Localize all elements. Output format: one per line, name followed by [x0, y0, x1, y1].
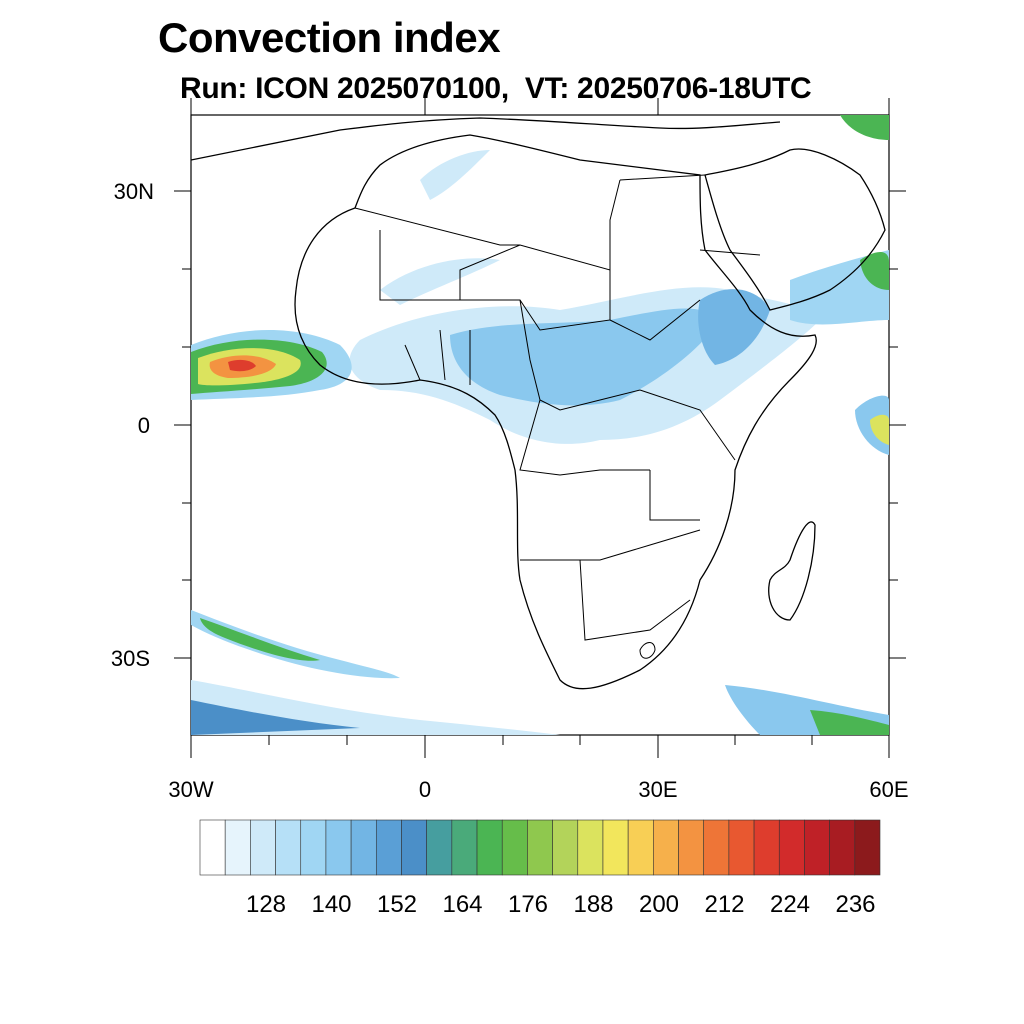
colorbar-swatch [854, 819, 881, 876]
colorbar-swatch [602, 819, 629, 876]
ethiopia-convection [698, 289, 770, 365]
colorbar-swatch [250, 819, 276, 876]
colorbar-swatch [300, 819, 327, 876]
madagascar [768, 521, 816, 621]
chart-subtitle: Run: ICON 2025070100, VT: 20250706-18UTC [180, 72, 812, 105]
colorbar-swatch [325, 819, 352, 876]
sahara-streaks-2 [420, 150, 490, 200]
y-tick-labels: 30N 0 30S [111, 179, 154, 671]
colorbar-swatch [753, 819, 780, 876]
sahara-streaks [380, 258, 500, 305]
southern-ocean-band-core [191, 700, 360, 735]
colorbar-swatch [627, 819, 654, 876]
mediterranean-north [191, 117, 781, 161]
x-tick-label: 30W [168, 777, 213, 802]
x-tick-label: 60E [869, 777, 908, 802]
colorbar-label: 188 [573, 891, 613, 918]
atlantic-itcz-red [228, 359, 256, 372]
colorbar-swatch [703, 819, 730, 876]
colorbar-swatch [829, 819, 856, 876]
south-atlantic-band [191, 610, 400, 679]
y-tick-label: 30N [114, 179, 154, 204]
colorbar-swatch [527, 819, 553, 876]
indian-ocean-east-core [870, 414, 889, 445]
southern-ocean-east-core [810, 710, 889, 735]
colorbar-swatch [275, 819, 302, 876]
colorbar-swatch [501, 819, 528, 876]
map-content [191, 115, 889, 735]
y-tick-label: 0 [138, 413, 150, 438]
colorbar-swatch [401, 819, 427, 876]
colorbar-labels: 128 140 152 164 176 188 200 212 224 236 [246, 891, 876, 918]
colorbar [199, 819, 881, 876]
convection-shading [191, 115, 889, 735]
arabia-coast [704, 148, 886, 311]
colorbar-swatch [375, 819, 402, 876]
x-tick-label: 30E [638, 777, 677, 802]
colorbar-label: 200 [639, 891, 679, 918]
colorbar-swatch [476, 819, 503, 876]
colorbar-swatch [804, 819, 830, 876]
colorbar-label: 164 [442, 891, 482, 918]
south-atlantic-band-core [200, 618, 320, 661]
colorbar-swatch [426, 819, 453, 876]
colorbar-swatch [350, 819, 377, 876]
colorbar-label: 224 [770, 891, 810, 918]
colorbar-swatch [199, 819, 226, 876]
arabia-convection-green [860, 252, 889, 290]
colorbar-label: 140 [311, 891, 351, 918]
axis-ticks [174, 98, 906, 758]
colorbar-swatch [552, 819, 579, 876]
colorbar-label: 176 [508, 891, 548, 918]
y-tick-label: 30S [111, 646, 150, 671]
country-borders [354, 174, 761, 659]
chart-title: Convection index [158, 14, 501, 61]
colorbar-swatch [678, 819, 705, 876]
colorbar-swatch [224, 819, 251, 876]
x-tick-label: 0 [419, 777, 431, 802]
northeast-corner [840, 115, 889, 140]
colorbar-swatch [653, 819, 679, 876]
colorbar-label: 128 [246, 891, 286, 918]
colorbar-swatch [577, 819, 604, 876]
sahel-convection-core [450, 308, 720, 406]
colorbar-label: 152 [377, 891, 417, 918]
colorbar-swatch [451, 819, 478, 876]
colorbar-label: 212 [704, 891, 744, 918]
colorbar-label: 236 [835, 891, 875, 918]
x-tick-labels: 30W 0 30E 60E [168, 777, 908, 802]
colorbar-swatch [778, 819, 805, 876]
colorbar-swatch [728, 819, 755, 876]
